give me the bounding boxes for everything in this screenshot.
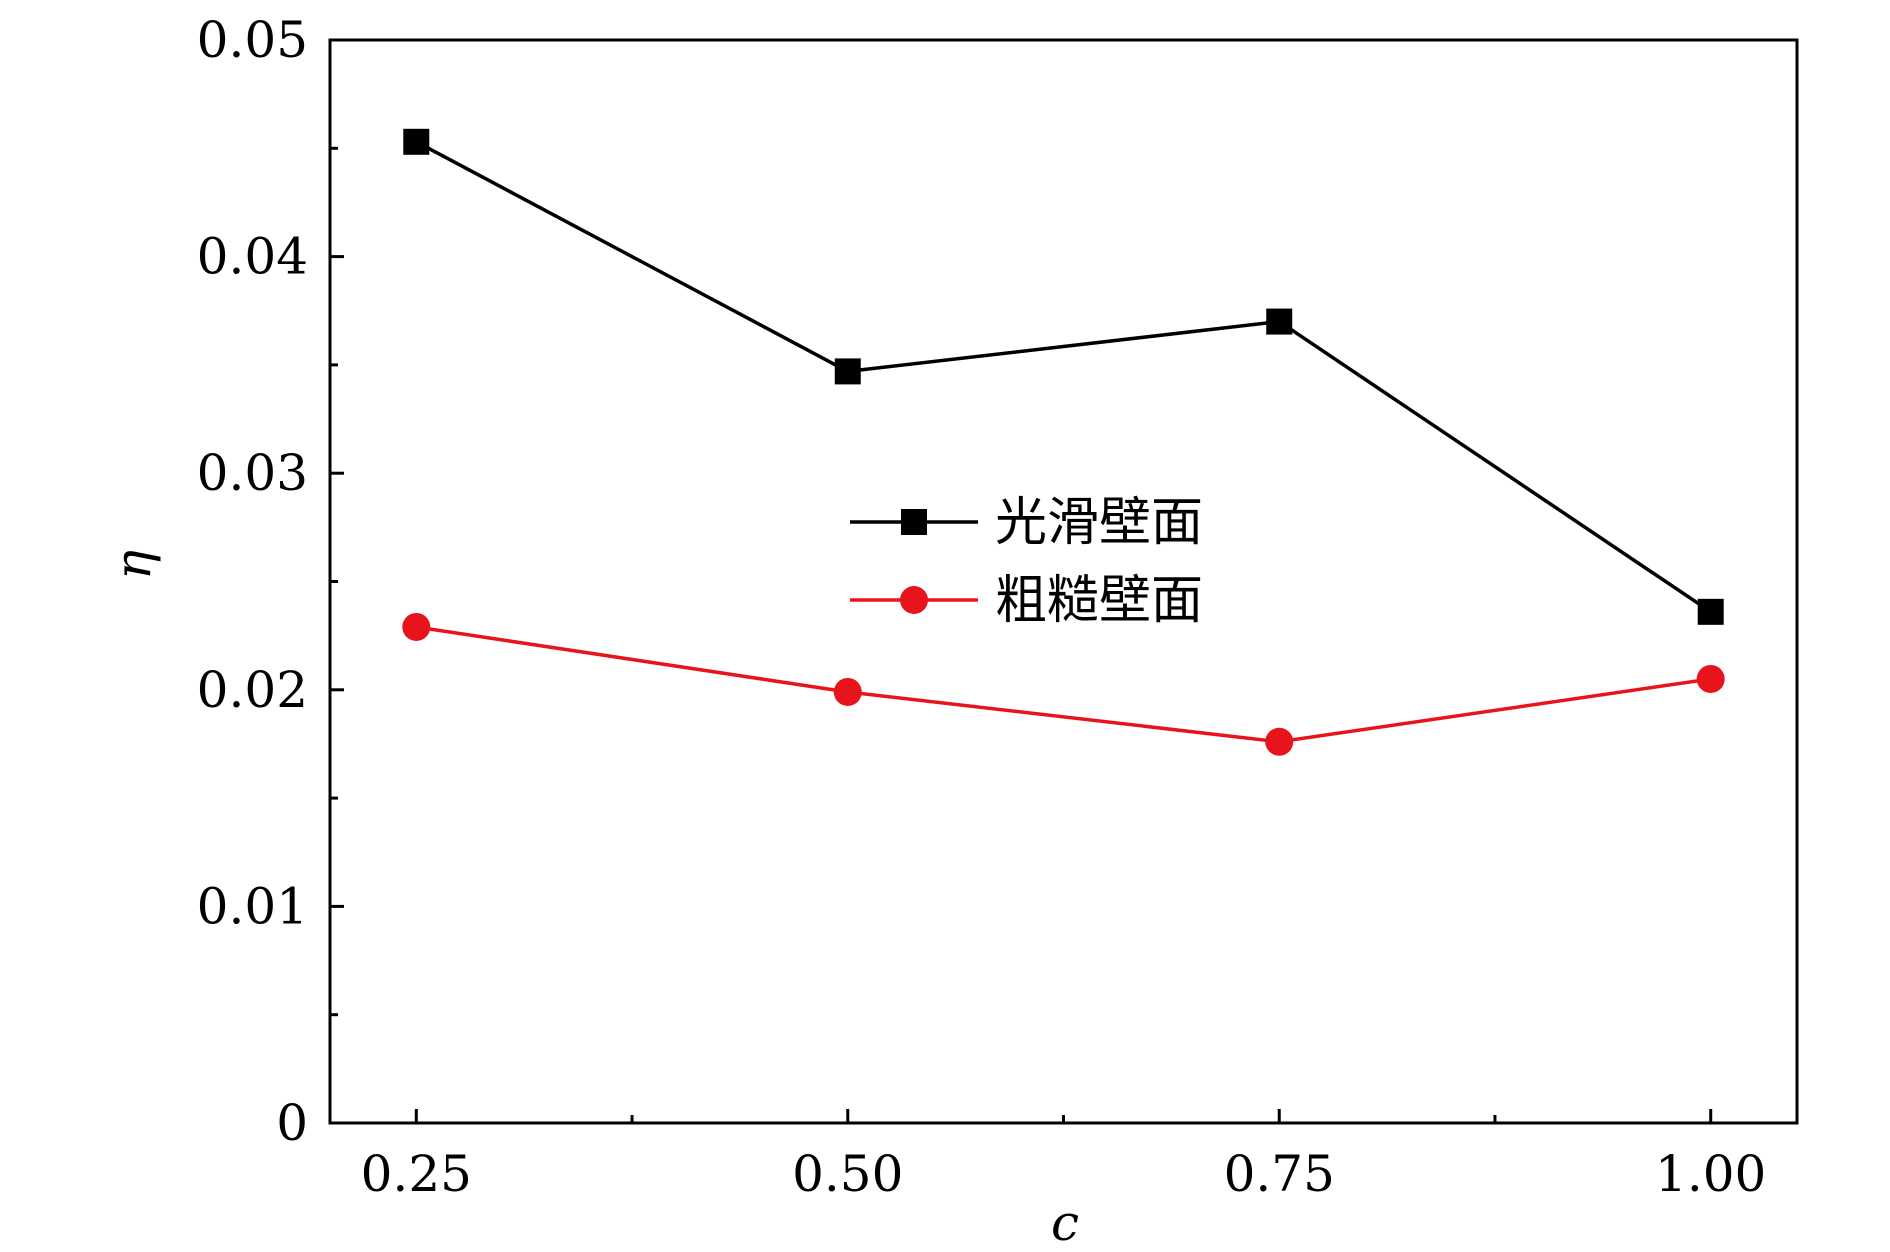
legend-item-1: 光滑壁面 [850,493,1203,553]
data-point [1697,598,1724,625]
series-2 [402,612,1725,756]
data-point [1266,308,1293,335]
data-point [833,677,862,706]
data-point [403,128,430,155]
x-axis-title: c [1051,1194,1079,1252]
x-tick-label: 0.25 [361,1145,472,1203]
series-1 [403,128,1724,625]
legend-marker [900,586,928,614]
y-tick-label: 0.03 [197,444,308,502]
x-tick-label: 0.50 [792,1145,903,1203]
data-point [402,612,431,641]
axis-ticks: 0.25 0.50 0.75 1.00 0 0.01 0.02 0.03 0.04 0.05 [197,11,1767,1203]
y-tick-label: 0.05 [197,11,308,69]
y-tick-label: 0.01 [197,877,308,935]
legend-marker [901,509,927,535]
y-tick-label: 0.04 [197,228,308,286]
data-point [834,358,861,385]
series-line [415,140,1712,614]
data-point [1265,727,1294,756]
y-tick-label: 0.02 [197,661,308,719]
y-tick-label: 0 [276,1094,308,1152]
data-point [1696,664,1725,693]
x-tick-label: 1.00 [1655,1145,1766,1203]
series-line [416,625,1711,744]
legend-label: 粗糙壁面 [995,571,1203,631]
legend-item-2: 粗糙壁面 [850,571,1203,631]
series-group [402,128,1725,756]
legend-label: 光滑壁面 [995,493,1203,553]
y-axis-title: η [104,550,162,580]
x-tick-label: 0.75 [1224,1145,1335,1203]
